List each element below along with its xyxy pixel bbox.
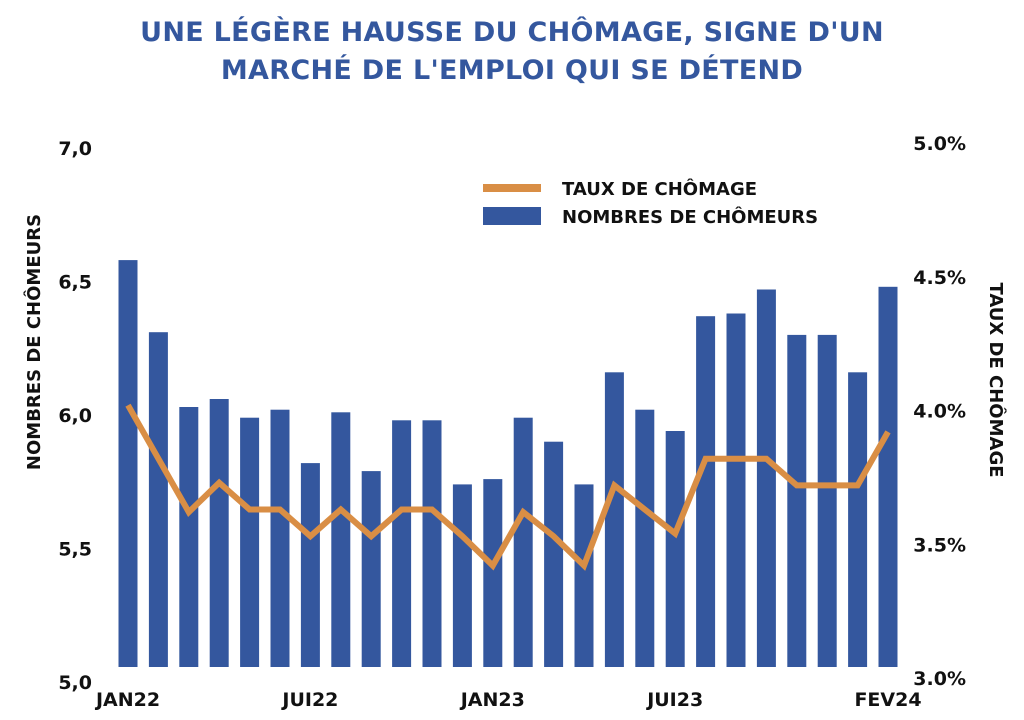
bar-fev23 <box>513 417 533 667</box>
bar-jun22 <box>270 409 290 667</box>
chart-title-line-1: UNE LÉGÈRE HAUSSE DU CHÔMAGE, SIGNE D'UN <box>140 17 884 48</box>
bar-mar23 <box>544 441 564 667</box>
bar-dec23 <box>817 334 837 667</box>
bar-mar22 <box>179 407 199 667</box>
right-tick-label: 4.0% <box>913 401 966 423</box>
chart-title-line-2: MARCHÉ DE L'EMPLOI QUI SE DÉTEND <box>220 55 804 86</box>
bar-sep23 <box>726 313 746 667</box>
right-tick-label: 4.5% <box>913 267 966 289</box>
x-tick-label: JUI23 <box>645 689 703 711</box>
legend: TAUX DE CHÔMAGE NOMBRES DE CHÔMEURS <box>483 178 818 228</box>
bar-avr22 <box>209 399 229 667</box>
x-tick-label: JAN22 <box>94 689 160 711</box>
legend-swatch-bar <box>483 207 541 225</box>
bar-series-nombres-de-chomeurs <box>118 260 898 667</box>
left-tick-label: 6,5 <box>58 272 92 294</box>
legend-label-bar: NOMBRES DE CHÔMEURS <box>562 206 818 228</box>
bar-mai22 <box>240 417 260 667</box>
line-series-taux-de-chomage <box>125 403 891 571</box>
right-tick-label: 3.0% <box>913 668 966 690</box>
x-tick-label: JUI22 <box>280 689 338 711</box>
legend-label-line: TAUX DE CHÔMAGE <box>562 178 757 200</box>
bar-jui22 <box>300 463 320 667</box>
x-tick-label: JAN23 <box>459 689 525 711</box>
legend-swatch-line <box>483 184 541 192</box>
bar-aou22 <box>331 412 351 667</box>
bar-nov22 <box>422 420 442 667</box>
line-path-taux-de-chomage <box>125 403 891 571</box>
bar-oct22 <box>392 420 412 667</box>
right-tick-label: 5.0% <box>913 133 966 155</box>
bar-fev24 <box>878 286 898 667</box>
left-tick-label: 5,0 <box>58 672 92 694</box>
bar-jun23 <box>635 409 655 667</box>
bar-aou23 <box>696 316 716 667</box>
bar-nov23 <box>787 334 807 667</box>
left-axis-title: NOMBRES DE CHÔMEURS <box>23 214 45 470</box>
bar-jui23 <box>665 431 685 667</box>
bar-fev22 <box>148 332 168 667</box>
chart-title: UNE LÉGÈRE HAUSSE DU CHÔMAGE, SIGNE D'UN… <box>0 14 1024 90</box>
left-tick-label: 6,0 <box>58 405 92 427</box>
x-axis-ticks: JAN22 JUI22 JAN23 JUI23 FEV24 <box>94 689 922 711</box>
bar-avr23 <box>574 484 594 667</box>
bar-jan24 <box>848 372 868 667</box>
left-tick-label: 7,0 <box>58 138 92 160</box>
bar-mai23 <box>604 372 624 667</box>
left-tick-label: 5,5 <box>58 539 92 561</box>
bar-sep22 <box>361 471 381 667</box>
bar-jan22 <box>118 260 138 667</box>
bar-dec22 <box>452 484 472 667</box>
x-tick-label: FEV24 <box>854 689 921 711</box>
right-axis-title: TAUX DE CHÔMAGE <box>985 282 1007 477</box>
left-axis-ticks: 5,0 5,5 6,0 6,5 7,0 <box>58 138 92 694</box>
right-axis-ticks: 3.0% 3.5% 4.0% 4.5% 5.0% <box>913 133 966 690</box>
bar-jan23 <box>483 479 503 667</box>
right-tick-label: 3.5% <box>913 534 966 556</box>
bar-oct23 <box>756 289 776 667</box>
